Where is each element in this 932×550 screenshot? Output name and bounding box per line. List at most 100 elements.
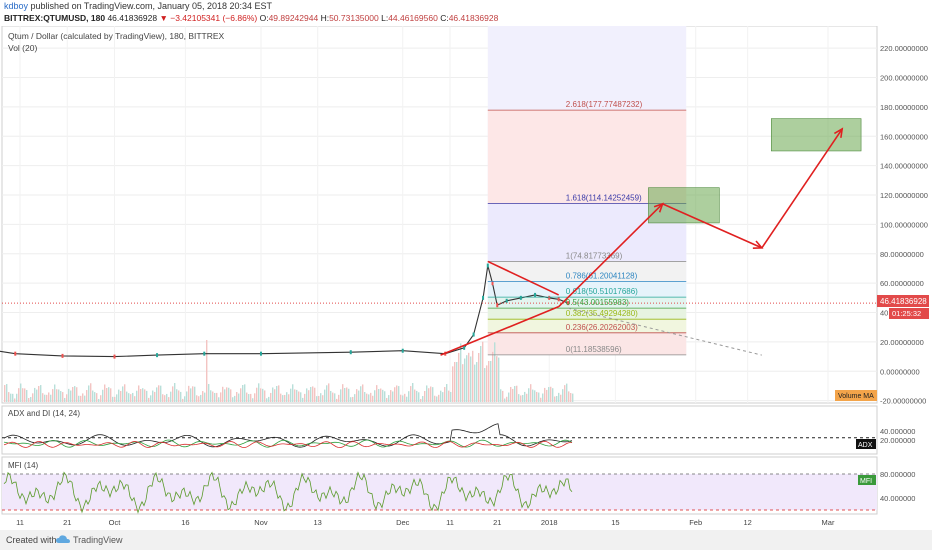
mfi-lines (2, 471, 877, 514)
time-tick-label: 13 (314, 518, 322, 527)
volume-bar (58, 389, 60, 402)
price-candle (113, 354, 116, 359)
volume-bar (478, 352, 480, 402)
triangle-upper-line (487, 260, 560, 296)
volume-bar (444, 387, 446, 402)
volume-bar (258, 383, 260, 402)
adx-tick-label: 20.000000 (880, 436, 915, 445)
volume-bar (120, 390, 122, 402)
volume-bar (228, 387, 230, 402)
volume-bar (554, 396, 556, 402)
price-candle (156, 353, 159, 358)
volume-bar (204, 392, 206, 402)
fib-level-label: 0(11.18538596) (566, 345, 622, 354)
volume-bars (4, 340, 574, 402)
price-candle (401, 348, 404, 353)
volume-bar (70, 390, 72, 402)
adx-tick-label: 40.000000 (880, 427, 915, 436)
volume-bar (358, 390, 360, 402)
volume-bar (178, 390, 180, 402)
volume-bar (106, 388, 108, 402)
volume-bar (494, 342, 496, 402)
price-candle (567, 301, 570, 306)
fib-band (487, 332, 687, 355)
volume-bar (356, 389, 358, 402)
volume-bar (240, 388, 242, 402)
chart-canvas[interactable]: 2.618(177.77487232) 1.618(114.14252459) 1(… (0, 26, 932, 530)
volume-bar (6, 384, 8, 402)
volume-bar (434, 395, 436, 402)
volume-bar (78, 395, 80, 402)
price-candle (463, 345, 466, 350)
volume-bar (130, 394, 132, 402)
main-pane[interactable] (1, 26, 878, 404)
price-candle (203, 351, 206, 356)
time-tick-label: Feb (689, 518, 702, 527)
volume-bar (508, 392, 510, 402)
volume-bar (244, 384, 246, 402)
volume-bar (186, 391, 188, 402)
volume-bar (412, 383, 414, 402)
volume-bar (90, 383, 92, 402)
volume-bar (246, 392, 248, 402)
price-candle (491, 281, 494, 286)
volume-bar (34, 387, 36, 402)
volume-bar (388, 395, 390, 402)
volume-bar (326, 385, 328, 402)
volume-bar (426, 385, 428, 402)
price-change: ▼ −3.42105341 (−6.86%) (159, 13, 258, 23)
volume-bar (340, 389, 342, 402)
volume-bar (124, 384, 126, 402)
volume-bar (208, 384, 210, 402)
volume-bar (164, 395, 166, 402)
volume-bar (546, 389, 548, 402)
volume-bar (362, 384, 364, 402)
mfi-badge-label: MFI (860, 478, 872, 485)
volume-bar (414, 389, 416, 402)
volume-bar (312, 386, 314, 402)
adx-badge (856, 439, 876, 449)
volume-bar (490, 360, 492, 402)
adx-pane[interactable] (1, 405, 878, 455)
volume-bar (286, 392, 288, 402)
volume-bar (162, 394, 164, 402)
author-link[interactable]: kdboy (4, 1, 29, 11)
fib-band (487, 319, 687, 333)
tradingview-brand[interactable]: TradingView (73, 535, 123, 545)
volume-bar (220, 392, 222, 402)
volume-bar (518, 394, 520, 402)
volume-bar (464, 358, 466, 402)
mfi-line (3, 471, 573, 514)
projection-arrow (761, 128, 843, 249)
volume-bar (68, 388, 70, 402)
price-tick-label: 60.00000000 (880, 279, 924, 288)
volume-bar (448, 390, 450, 402)
volume-bar (184, 396, 186, 402)
volume-bar (110, 388, 112, 402)
volume-bar (372, 395, 374, 402)
volume-bar (116, 394, 118, 402)
volume-bar (376, 385, 378, 402)
time-tick-label: 21 (63, 518, 71, 527)
volume-bar (342, 384, 344, 402)
volume-bar (370, 392, 372, 402)
volume-bar (446, 384, 448, 402)
volume-bar (216, 392, 218, 402)
volume-bar (564, 385, 566, 402)
volume-bar (134, 396, 136, 402)
volume-bar (552, 388, 554, 402)
volume-bar (562, 389, 564, 402)
mfi-title: MFI (14) (8, 461, 39, 470)
volume-bar (482, 341, 484, 402)
volume-bar (456, 361, 458, 402)
time-tick-label: 12 (744, 518, 752, 527)
volume-bar (310, 387, 312, 402)
volume-bar (548, 387, 550, 402)
volume-bar (348, 388, 350, 402)
volume-bar (160, 385, 162, 402)
volume-bar (14, 398, 16, 402)
volume-bar (462, 364, 464, 402)
volume-bar (368, 394, 370, 402)
volume-bar (32, 393, 34, 402)
volume-bar (132, 392, 134, 402)
